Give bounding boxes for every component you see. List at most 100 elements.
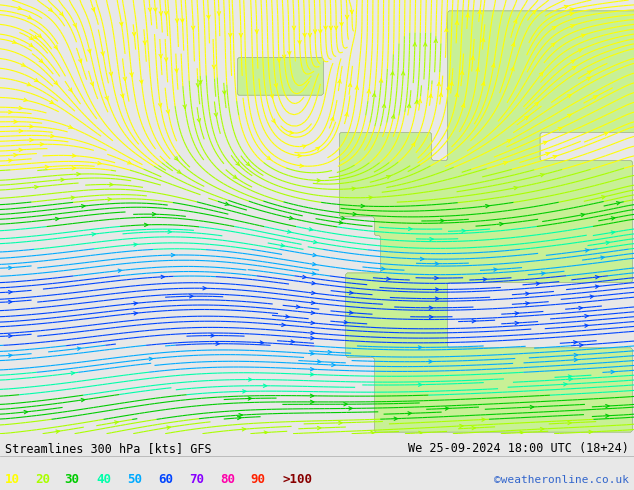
FancyArrowPatch shape: [462, 229, 465, 233]
FancyArrowPatch shape: [571, 24, 574, 28]
FancyArrowPatch shape: [8, 291, 12, 294]
FancyArrowPatch shape: [340, 23, 343, 26]
FancyArrowPatch shape: [212, 65, 216, 69]
FancyArrowPatch shape: [570, 12, 573, 16]
FancyArrowPatch shape: [8, 334, 12, 338]
FancyArrowPatch shape: [283, 55, 286, 58]
FancyArrowPatch shape: [288, 51, 291, 55]
FancyArrowPatch shape: [476, 68, 479, 72]
FancyArrowPatch shape: [387, 175, 390, 179]
FancyArrowPatch shape: [311, 352, 314, 355]
FancyArrowPatch shape: [309, 227, 313, 231]
FancyArrowPatch shape: [39, 59, 42, 63]
FancyArrowPatch shape: [311, 301, 315, 304]
FancyArrowPatch shape: [249, 378, 252, 381]
FancyArrowPatch shape: [27, 83, 31, 86]
FancyArrowPatch shape: [248, 397, 252, 400]
FancyArrowPatch shape: [602, 196, 605, 199]
FancyArrowPatch shape: [445, 407, 449, 410]
FancyArrowPatch shape: [342, 217, 345, 220]
FancyArrowPatch shape: [19, 148, 22, 151]
FancyArrowPatch shape: [239, 33, 243, 37]
FancyArrowPatch shape: [68, 125, 72, 128]
FancyArrowPatch shape: [408, 412, 411, 415]
FancyArrowPatch shape: [311, 337, 314, 340]
FancyArrowPatch shape: [72, 154, 75, 157]
FancyArrowPatch shape: [482, 82, 485, 86]
FancyArrowPatch shape: [61, 178, 64, 181]
FancyArrowPatch shape: [197, 83, 200, 87]
FancyArrowPatch shape: [12, 40, 16, 43]
FancyArrowPatch shape: [530, 405, 534, 409]
FancyArrowPatch shape: [526, 302, 529, 305]
FancyArrowPatch shape: [217, 12, 221, 15]
FancyArrowPatch shape: [23, 98, 27, 101]
FancyArrowPatch shape: [481, 38, 485, 42]
FancyArrowPatch shape: [152, 213, 156, 216]
FancyArrowPatch shape: [436, 288, 439, 291]
FancyArrowPatch shape: [503, 162, 507, 165]
Text: 60: 60: [158, 473, 174, 487]
FancyArrowPatch shape: [71, 371, 75, 375]
FancyArrowPatch shape: [22, 63, 25, 66]
Text: >100: >100: [282, 473, 312, 487]
FancyArrowPatch shape: [349, 311, 353, 314]
FancyArrowPatch shape: [133, 32, 136, 36]
FancyArrowPatch shape: [564, 5, 568, 8]
FancyArrowPatch shape: [418, 383, 422, 386]
FancyArrowPatch shape: [236, 162, 240, 165]
FancyArrowPatch shape: [54, 81, 58, 85]
FancyArrowPatch shape: [300, 164, 303, 168]
FancyArrowPatch shape: [298, 154, 301, 157]
FancyArrowPatch shape: [371, 431, 374, 435]
FancyArrowPatch shape: [55, 218, 59, 220]
FancyArrowPatch shape: [223, 91, 226, 94]
FancyArrowPatch shape: [567, 114, 571, 118]
FancyArrowPatch shape: [54, 45, 57, 49]
FancyArrowPatch shape: [110, 183, 113, 186]
FancyArrowPatch shape: [558, 127, 562, 130]
FancyArrowPatch shape: [483, 278, 486, 281]
FancyArrowPatch shape: [574, 341, 577, 344]
FancyArrowPatch shape: [437, 82, 441, 86]
FancyArrowPatch shape: [197, 119, 200, 122]
FancyArrowPatch shape: [190, 294, 193, 298]
FancyArrowPatch shape: [281, 244, 285, 247]
FancyArrowPatch shape: [418, 99, 422, 103]
FancyArrowPatch shape: [507, 140, 511, 143]
FancyArrowPatch shape: [145, 223, 148, 226]
FancyArrowPatch shape: [579, 343, 583, 347]
FancyArrowPatch shape: [568, 375, 572, 378]
FancyArrowPatch shape: [444, 28, 448, 32]
FancyArrowPatch shape: [50, 100, 53, 103]
FancyArrowPatch shape: [585, 315, 588, 318]
FancyArrowPatch shape: [130, 73, 133, 76]
FancyArrowPatch shape: [494, 268, 497, 271]
FancyArrowPatch shape: [382, 104, 385, 108]
FancyArrowPatch shape: [166, 110, 169, 114]
FancyArrowPatch shape: [311, 291, 315, 294]
FancyArrowPatch shape: [466, 14, 469, 17]
FancyArrowPatch shape: [394, 417, 398, 420]
FancyArrowPatch shape: [512, 43, 515, 47]
FancyArrowPatch shape: [246, 162, 250, 166]
FancyArrowPatch shape: [514, 186, 517, 190]
FancyArrowPatch shape: [34, 35, 37, 39]
FancyArrowPatch shape: [500, 222, 503, 226]
FancyArrowPatch shape: [540, 427, 544, 431]
FancyArrowPatch shape: [587, 77, 590, 80]
FancyArrowPatch shape: [600, 256, 604, 259]
FancyArrowPatch shape: [105, 96, 108, 100]
FancyArrowPatch shape: [533, 10, 536, 14]
FancyArrowPatch shape: [546, 152, 549, 155]
FancyArrowPatch shape: [520, 431, 523, 434]
FancyArrowPatch shape: [153, 8, 157, 11]
FancyArrowPatch shape: [312, 272, 316, 275]
FancyArrowPatch shape: [313, 253, 316, 257]
FancyArrowPatch shape: [382, 267, 385, 270]
FancyArrowPatch shape: [478, 10, 481, 14]
FancyArrowPatch shape: [434, 39, 437, 43]
FancyArrowPatch shape: [312, 281, 315, 285]
FancyArrowPatch shape: [486, 204, 489, 208]
FancyArrowPatch shape: [183, 105, 186, 108]
